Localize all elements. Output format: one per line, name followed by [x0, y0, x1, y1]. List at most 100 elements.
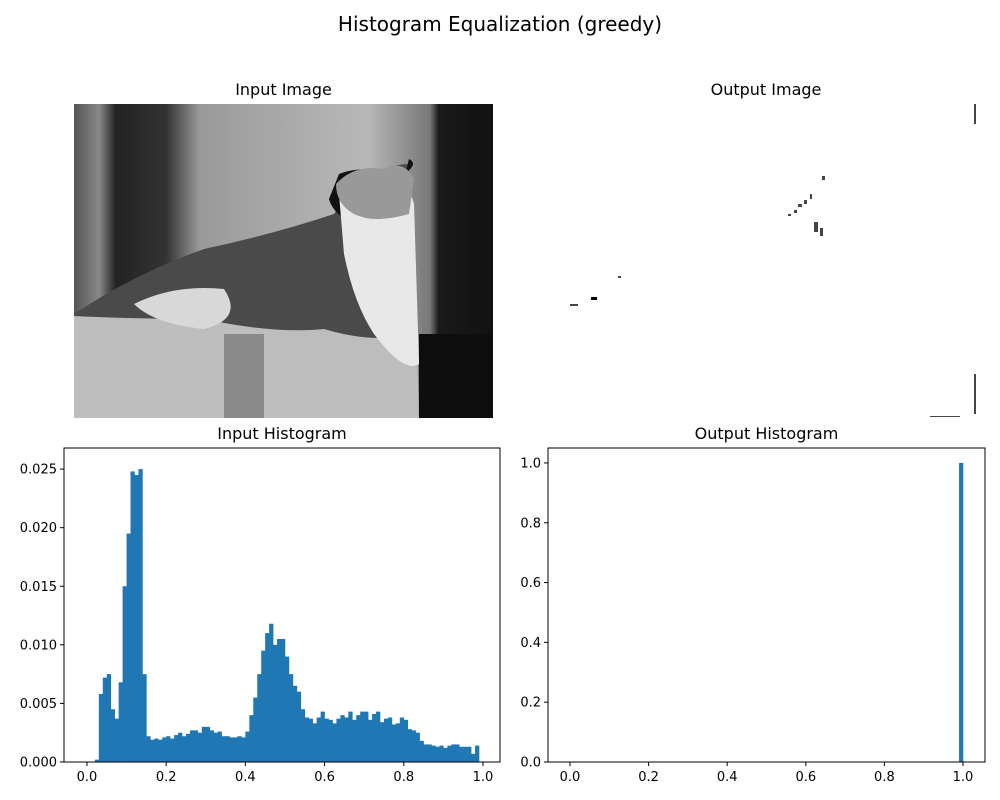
- histogram-bar: [443, 747, 448, 762]
- histogram-bar: [387, 717, 393, 762]
- histogram-bar: [134, 474, 139, 762]
- histogram-bar: [395, 723, 401, 762]
- histogram-bar: [154, 738, 159, 762]
- histogram-bar: [332, 723, 337, 762]
- histogram-bar: [126, 533, 131, 762]
- histogram-bar: [423, 744, 428, 762]
- histogram-bar: [114, 718, 119, 762]
- output-image: [558, 104, 977, 418]
- x-tick-label: 0.0: [560, 770, 581, 785]
- x-tick-label: 0.4: [235, 770, 256, 785]
- histogram-bar: [308, 718, 313, 762]
- histogram-bar: [368, 719, 373, 762]
- histogram-bar: [221, 736, 226, 762]
- histogram-bar: [431, 745, 436, 762]
- histogram-bar: [277, 638, 282, 762]
- histogram-bar: [166, 736, 171, 762]
- figure-title: Histogram Equalization (greedy): [337, 12, 663, 36]
- histogram-bar: [451, 744, 456, 762]
- y-tick-label: 0.0: [520, 756, 541, 771]
- x-tick-label: 1.0: [953, 770, 974, 785]
- histogram-bar: [138, 469, 143, 762]
- x-tick-label: 0.0: [77, 770, 98, 785]
- x-tick-label: 0.6: [795, 770, 816, 785]
- histogram-bar: [360, 711, 365, 762]
- histogram-bar: [300, 709, 306, 762]
- histogram-bar: [122, 586, 127, 762]
- histogram-bar: [182, 736, 187, 762]
- input-image: [74, 104, 493, 418]
- histogram-bar: [475, 745, 480, 762]
- histogram-bar: [189, 730, 195, 762]
- axes-frame: [63, 447, 501, 763]
- y-tick-label: 0.2: [520, 696, 541, 711]
- histogram-bar: [158, 739, 163, 762]
- histogram-bar: [237, 736, 242, 762]
- histogram-bar: [312, 723, 317, 762]
- histogram-bar: [463, 746, 468, 762]
- histogram-bar: [439, 745, 444, 762]
- histogram-bar: [269, 623, 274, 762]
- histogram-bar: [150, 739, 155, 762]
- histogram-bar: [257, 674, 262, 762]
- histogram-bar: [185, 733, 191, 762]
- histogram-bar: [391, 724, 397, 762]
- x-tick-label: 0.8: [874, 770, 895, 785]
- histogram-bar: [253, 697, 258, 762]
- histogram-bar: [110, 709, 115, 762]
- output-image-title: Output Image: [710, 80, 822, 99]
- histogram-bar: [324, 718, 329, 762]
- histogram-bar: [376, 711, 381, 762]
- histogram-bar: [118, 682, 123, 762]
- histogram-bar: [336, 718, 341, 762]
- histogram-bar: [229, 737, 234, 762]
- histogram-bar: [352, 719, 357, 762]
- x-tick-label: 0.4: [717, 770, 738, 785]
- histogram-bar: [403, 719, 409, 762]
- y-tick-label: 0.015: [20, 580, 57, 595]
- histogram-bar: [205, 726, 211, 762]
- histogram-bar: [281, 638, 286, 762]
- histogram-bar: [162, 737, 167, 762]
- histogram-bar: [356, 715, 361, 762]
- input-image-title: Input Image: [235, 80, 332, 99]
- y-tick-label: 0.025: [20, 463, 57, 478]
- histogram-bar: [344, 717, 349, 762]
- histogram-bar: [273, 644, 278, 762]
- histogram-bar: [328, 719, 333, 762]
- histogram-bar: [193, 730, 199, 762]
- histogram-bar: [102, 677, 108, 762]
- histogram-bar: [130, 471, 135, 762]
- axes-frame: [547, 447, 986, 763]
- histogram-bar: [245, 731, 250, 762]
- histogram-bar: [316, 717, 321, 762]
- histogram-bar: [419, 740, 424, 762]
- histogram-bar: [427, 744, 432, 762]
- histogram-bar: [340, 715, 345, 762]
- histogram-bar: [471, 753, 476, 762]
- histogram-bar: [380, 722, 385, 762]
- histogram-bar: [372, 713, 377, 762]
- histogram-bar: [213, 732, 218, 762]
- histogram-bar: [407, 729, 412, 762]
- input-histogram-title: Input Histogram: [217, 424, 347, 443]
- y-tick-label: 0.8: [520, 516, 541, 531]
- histogram-bar: [399, 717, 405, 762]
- histogram-bar: [467, 746, 472, 762]
- y-tick-label: 0.010: [20, 638, 57, 653]
- x-tick-label: 0.8: [393, 770, 414, 785]
- histogram-bar: [265, 633, 270, 762]
- histogram-bar: [447, 745, 452, 762]
- histogram-bar: [94, 759, 100, 762]
- y-tick-label: 0.000: [20, 756, 57, 771]
- histogram-bar: [225, 736, 230, 762]
- histogram-bar: [348, 711, 353, 762]
- histogram-bar: [288, 674, 294, 762]
- histogram-bar: [415, 732, 420, 762]
- histogram-bar: [142, 674, 147, 762]
- histogram-bar: [435, 746, 440, 762]
- histogram-bar: [106, 674, 112, 762]
- histogram-bar: [455, 744, 460, 762]
